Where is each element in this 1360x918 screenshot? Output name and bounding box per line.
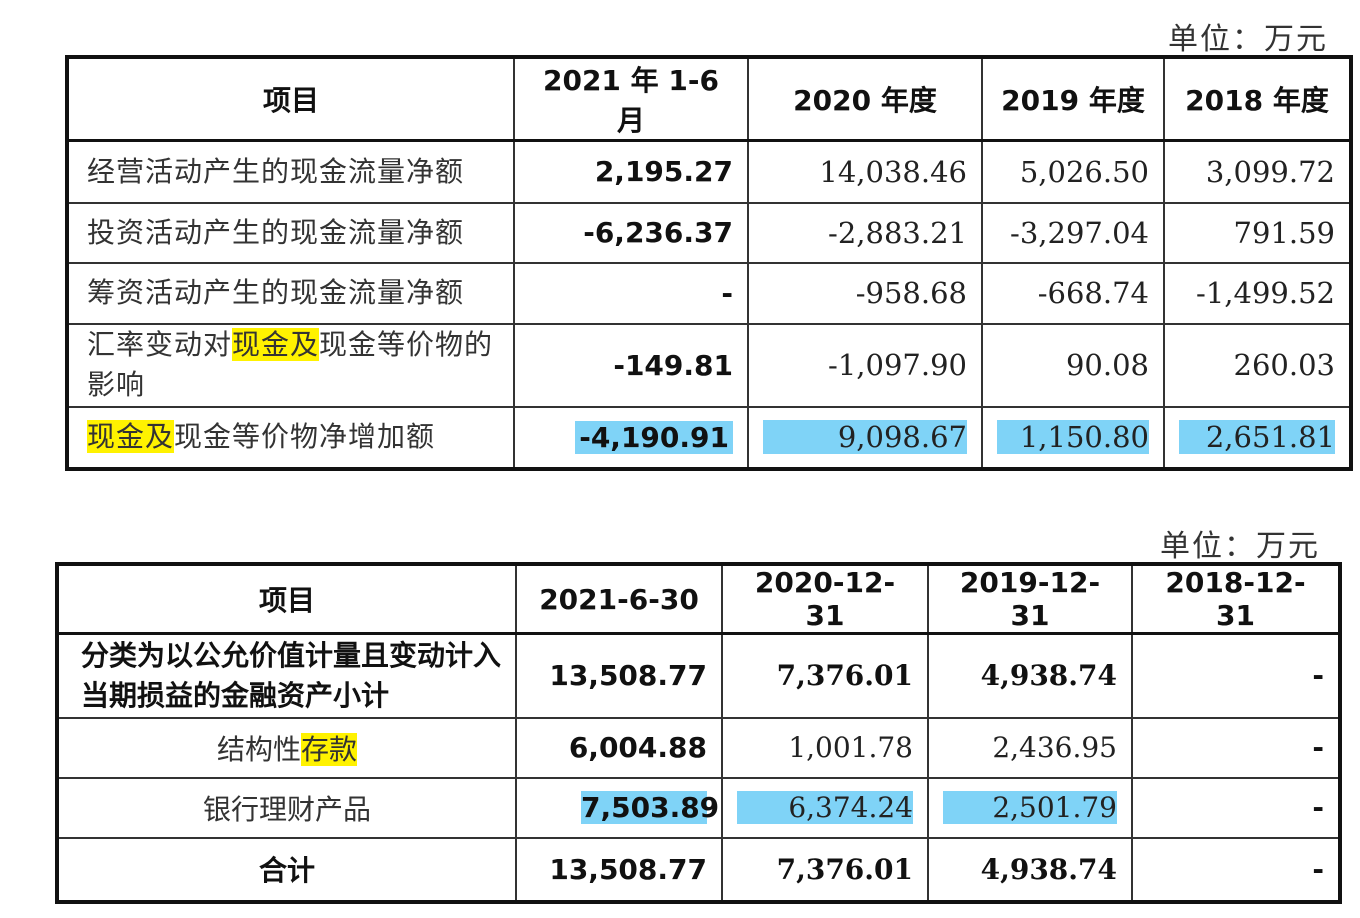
cell-value: 1,150.80	[981, 405, 1165, 470]
table-row: 银行理财产品 7,503.89 6,374.24 2,501.79 -	[56, 776, 1341, 839]
cell-value: -	[1131, 836, 1341, 903]
row-label: 分类为以公允价值计量且变动计入当期损益的金融资产小计	[56, 632, 517, 719]
table-row: 现金及现金等价物净增加额 -4,190.91 9,098.67 1,150.80…	[66, 405, 1352, 470]
cell-value: -	[513, 261, 749, 325]
label-text: 汇率变动对	[87, 328, 233, 361]
header-col: 2018 年度	[1163, 56, 1352, 142]
cell-value: 4,938.74	[927, 836, 1133, 903]
label-text: 结构性	[216, 732, 301, 766]
cell-value: -1,097.90	[747, 322, 983, 408]
cell-value: -4,190.91	[513, 405, 749, 470]
cash-flow-table: 项目 2021 年 1-6 月 2020 年度 2019 年度 2018 年度 …	[65, 55, 1353, 471]
cell-value: 4,938.74	[927, 632, 1133, 719]
row-label: 筹资活动产生的现金流量净额	[66, 261, 515, 325]
cell-value: -6,236.37	[513, 201, 749, 264]
label-text: 现金等价物净增加额	[174, 420, 436, 453]
row-label: 经营活动产生的现金流量净额	[66, 139, 515, 204]
header-col: 2020-12-31	[721, 563, 929, 635]
cell-value: -	[1131, 716, 1341, 779]
financial-assets-table: 项目 2021-6-30 2020-12-31 2019-12-31 2018-…	[55, 562, 1342, 904]
cell-value: 1,001.78	[721, 716, 929, 779]
cell-value: 7,503.89	[515, 776, 723, 839]
highlighted-value: 6,374.24	[737, 791, 913, 824]
cell-value: 9,098.67	[747, 405, 983, 470]
table-row: 汇率变动对现金及现金等价物的影响 -149.81 -1,097.90 90.08…	[66, 322, 1352, 408]
cell-value: 13,508.77	[515, 836, 723, 903]
cell-value: 90.08	[981, 322, 1165, 408]
cell-value: 260.03	[1163, 322, 1352, 408]
cell-value: 2,651.81	[1163, 405, 1352, 470]
header-item: 项目	[66, 56, 515, 142]
highlighted-value: 7,503.89	[581, 791, 720, 824]
table-row: 筹资活动产生的现金流量净额 - -958.68 -668.74 -1,499.5…	[66, 261, 1352, 325]
cell-value: 3,099.72	[1163, 139, 1352, 204]
highlighted-value: -4,190.91	[575, 420, 733, 454]
cell-value: -	[1131, 632, 1341, 719]
highlighted-value: 9,098.67	[763, 420, 967, 454]
highlighted-value: 1,150.80	[997, 420, 1149, 454]
header-col: 2021 年 1-6 月	[513, 56, 749, 142]
header-col: 2018-12-31	[1131, 563, 1341, 635]
row-label: 汇率变动对现金及现金等价物的影响	[66, 322, 515, 408]
cell-value: -149.81	[513, 322, 749, 408]
cell-value: -	[1131, 776, 1341, 839]
cell-value: 6,374.24	[721, 776, 929, 839]
header-col: 2020 年度	[747, 56, 983, 142]
unit-label: 单位：万元	[1168, 22, 1328, 57]
table-row: 经营活动产生的现金流量净额 2,195.27 14,038.46 5,026.5…	[66, 139, 1352, 204]
header-col: 2021-6-30	[515, 563, 723, 635]
cell-value: -1,499.52	[1163, 261, 1352, 325]
cell-value: 2,436.95	[927, 716, 1133, 779]
header-item: 项目	[56, 563, 517, 635]
row-label: 合计	[56, 836, 517, 903]
cell-value: 7,376.01	[721, 632, 929, 719]
table-row: 结构性存款 6,004.88 1,001.78 2,436.95 -	[56, 716, 1341, 779]
highlighted-text: 现金及	[232, 328, 320, 361]
row-label: 现金及现金等价物净增加额	[66, 405, 515, 470]
cell-value: 791.59	[1163, 201, 1352, 264]
cell-value: 6,004.88	[515, 716, 723, 779]
table-row: 合计 13,508.77 7,376.01 4,938.74 -	[56, 836, 1341, 903]
cell-value: 13,508.77	[515, 632, 723, 719]
header-row: 项目 2021 年 1-6 月 2020 年度 2019 年度 2018 年度	[66, 56, 1352, 142]
cell-value: 7,376.01	[721, 836, 929, 903]
header-col: 2019 年度	[981, 56, 1165, 142]
cell-value: 5,026.50	[981, 139, 1165, 204]
highlighted-text: 现金及	[87, 420, 175, 453]
table-row: 分类为以公允价值计量且变动计入当期损益的金融资产小计 13,508.77 7,3…	[56, 632, 1341, 719]
cell-value: 2,501.79	[927, 776, 1133, 839]
cell-value: -668.74	[981, 261, 1165, 325]
cell-value: -958.68	[747, 261, 983, 325]
cell-value: -3,297.04	[981, 201, 1165, 264]
unit-label: 单位：万元	[1160, 529, 1320, 564]
cell-value: 2,195.27	[513, 139, 749, 204]
highlighted-value: 2,651.81	[1179, 420, 1335, 454]
header-col: 2019-12-31	[927, 563, 1133, 635]
highlighted-value: 2,501.79	[943, 791, 1117, 824]
cell-value: -2,883.21	[747, 201, 983, 264]
table-row: 投资活动产生的现金流量净额 -6,236.37 -2,883.21 -3,297…	[66, 201, 1352, 264]
row-label: 银行理财产品	[56, 776, 517, 839]
row-label: 结构性存款	[56, 716, 517, 779]
cell-value: 14,038.46	[747, 139, 983, 204]
highlighted-text: 存款	[301, 732, 358, 766]
row-label: 投资活动产生的现金流量净额	[66, 201, 515, 264]
header-row: 项目 2021-6-30 2020-12-31 2019-12-31 2018-…	[56, 563, 1341, 635]
label-text: 现金等价物的影响	[87, 328, 494, 401]
